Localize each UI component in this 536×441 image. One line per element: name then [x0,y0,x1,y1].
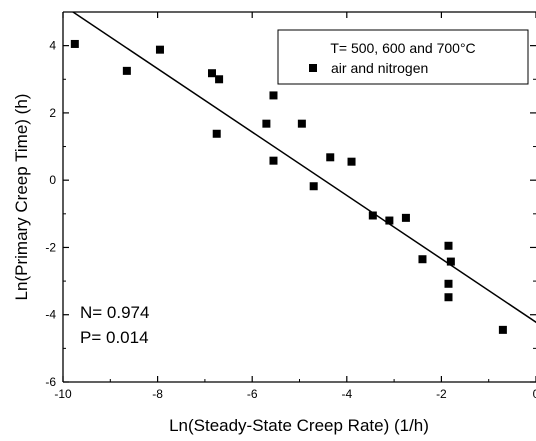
data-point [297,119,306,128]
data-point [444,293,453,302]
legend-marker [309,64,317,72]
data-point [309,182,318,191]
data-point [385,216,394,225]
y-tick-label: 4 [49,39,56,53]
x-axis-ticks: -10 -8 -6 -4 -2 0 [54,12,536,401]
annotation-n: N= 0.974 [80,303,149,322]
data-point [347,157,356,166]
y-tick-label: -6 [45,375,56,389]
x-tick-label: 0 [533,387,536,401]
data-point [269,156,278,165]
legend-entry-label: air and nitrogen [331,60,428,76]
legend-box [277,29,529,85]
y-tick-label: 0 [49,173,56,187]
y-tick-label: 2 [49,106,56,120]
data-point [122,66,131,75]
data-point [368,211,377,220]
data-point [446,257,455,266]
data-point [262,119,271,128]
annotation-p: P= 0.014 [80,328,149,347]
y-axis-title: Ln(Primary Creep Time) (h) [12,94,31,301]
data-point [215,75,224,84]
data-point [212,129,221,138]
x-tick-label: -6 [247,387,258,401]
x-tick-label: -10 [54,387,72,401]
data-point [418,255,427,264]
data-points [70,39,507,334]
data-point [401,213,410,222]
data-point [444,241,453,250]
data-point [498,325,507,334]
x-axis-title: Ln(Steady-State Creep Rate) (1/h) [169,416,429,435]
y-tick-label: -4 [45,308,56,322]
y-tick-label: -2 [45,240,56,254]
data-point [326,153,335,162]
y-axis-ticks: -6 -4 -2 0 2 4 [45,11,536,389]
legend: T= 500, 600 and 700°C air and nitrogen [277,29,529,85]
data-point [269,91,278,100]
data-point [70,39,79,48]
data-point [444,279,453,288]
data-point [207,69,216,78]
x-tick-label: -4 [341,387,352,401]
data-point [155,45,164,54]
regression-line [71,12,536,324]
x-tick-label: -8 [152,387,163,401]
legend-title: T= 500, 600 and 700°C [330,40,475,56]
x-tick-label: -2 [436,387,447,401]
